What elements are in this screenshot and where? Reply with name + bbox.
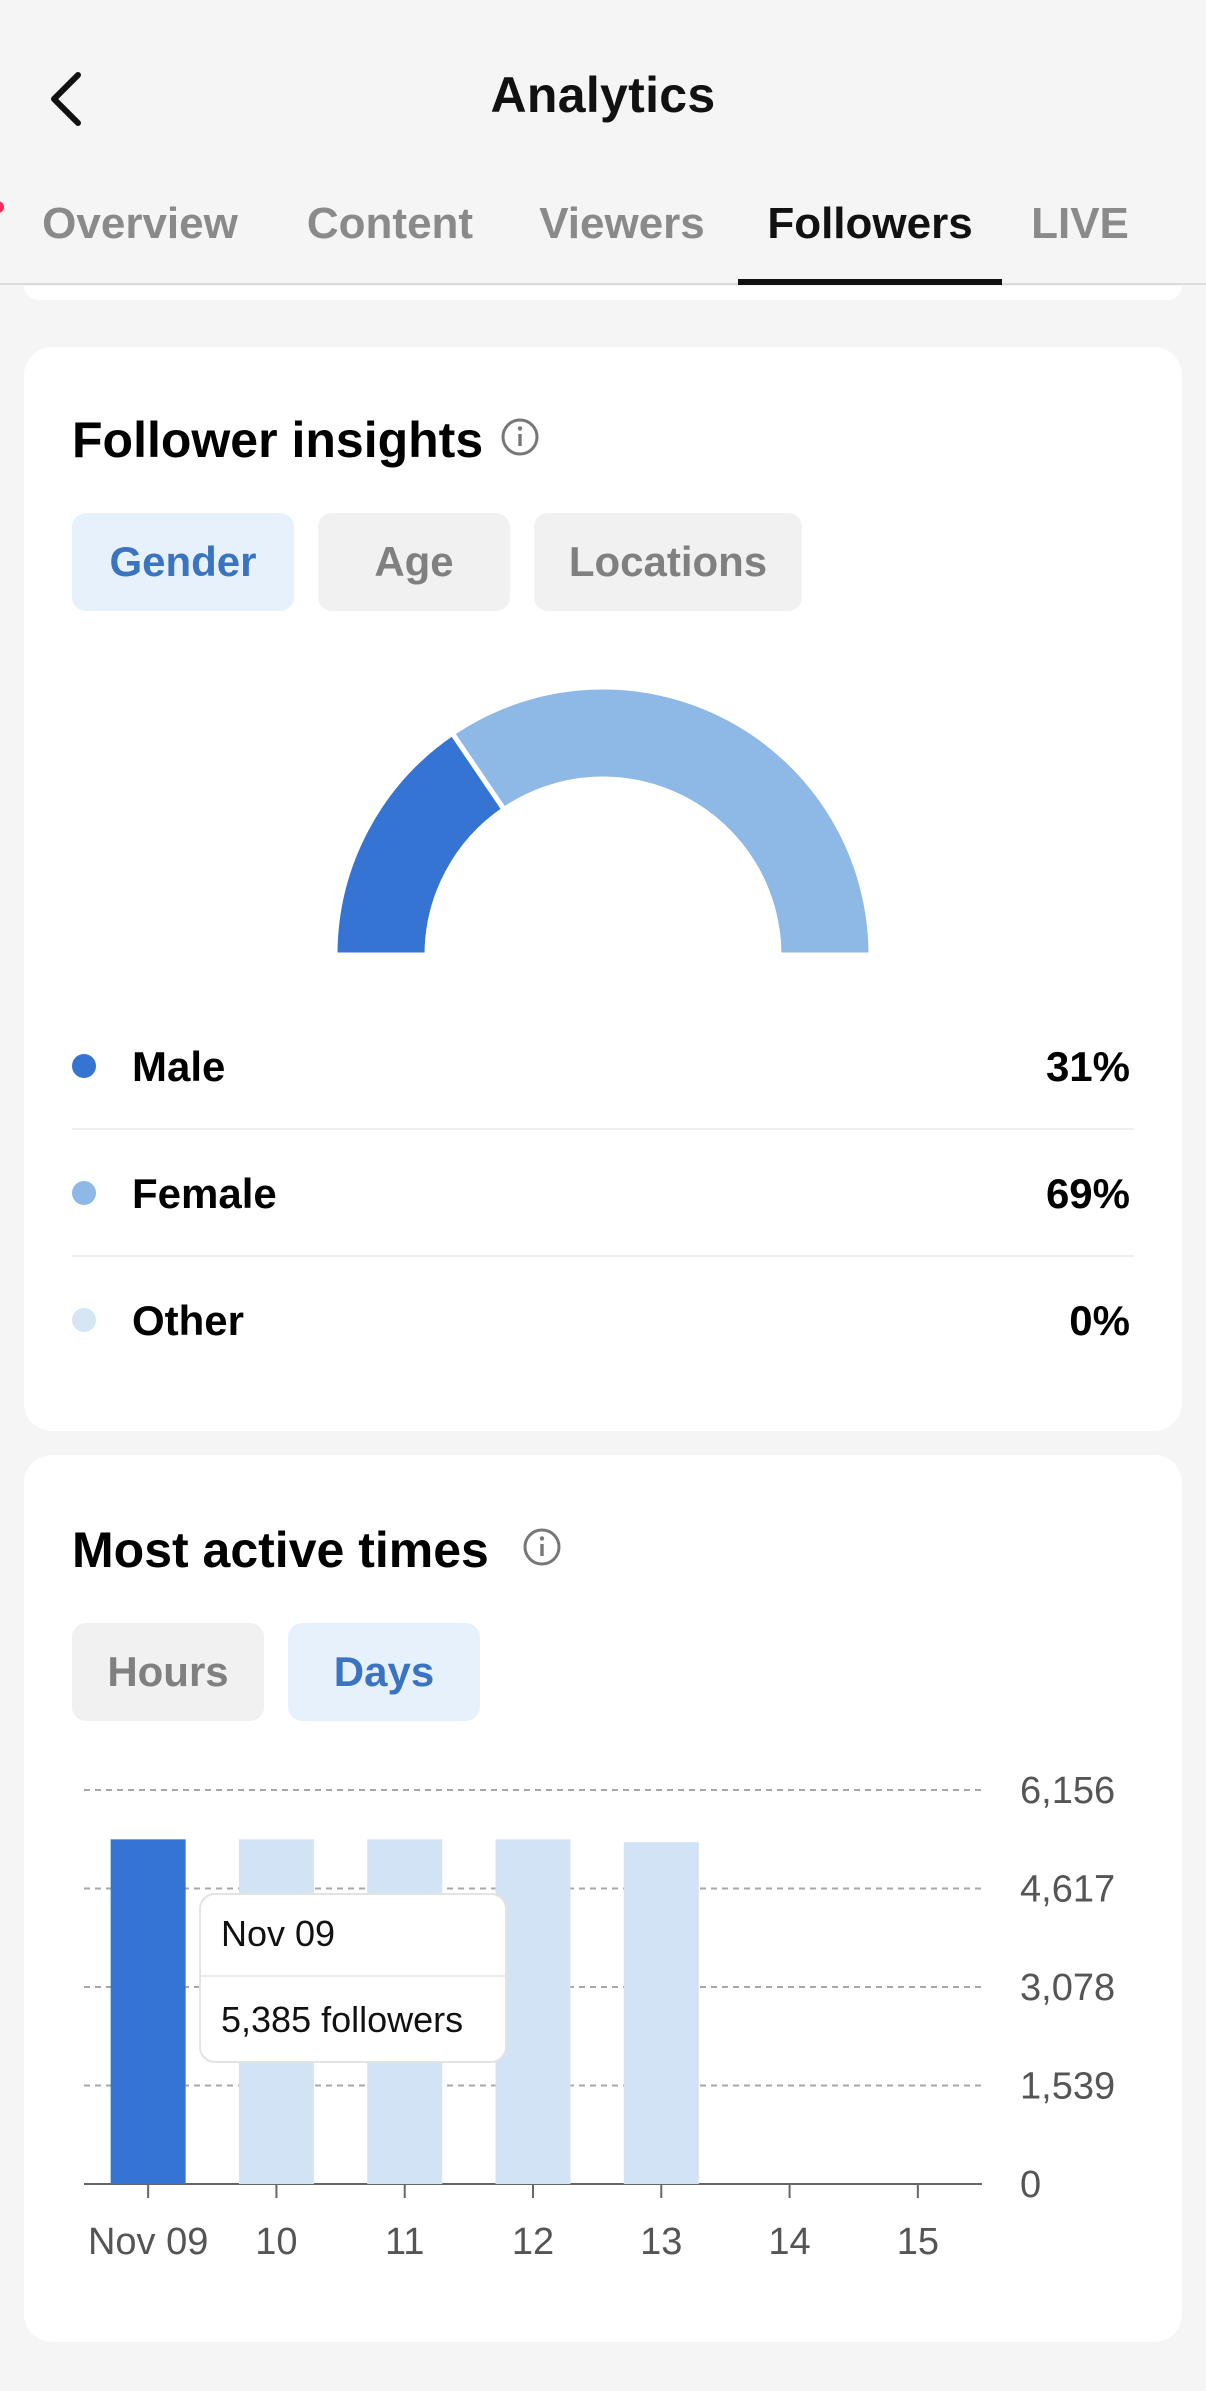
legend-label-other: Other [132, 1297, 245, 1344]
filter-hours[interactable]: Hours [72, 1623, 264, 1721]
x-tick-label: 15 [897, 2221, 939, 2263]
legend-value-other: 0% [1069, 1297, 1130, 1344]
x-tick-label: 12 [512, 2221, 554, 2263]
previous-card-edge [24, 286, 1182, 300]
legend-label-male: Male [132, 1043, 226, 1090]
y-tick-label: 3,078 [1020, 1967, 1115, 2009]
tab-overview[interactable]: Overview [42, 199, 238, 248]
filter-age[interactable]: Age [318, 513, 510, 611]
legend-row-other: Other 0% [72, 1257, 1134, 1384]
page-title: Analytics [490, 67, 716, 123]
info-icon[interactable] [500, 417, 540, 457]
tab-content[interactable]: Content [306, 199, 474, 248]
gender-half-donut-chart [332, 684, 874, 958]
legend-row-female: Female 69% [72, 1130, 1134, 1257]
page-bottom [0, 2370, 1206, 2391]
bar-4[interactable] [495, 1839, 571, 2184]
y-tick-label: 6,156 [1020, 1770, 1115, 1812]
filter-gender[interactable]: Gender [72, 513, 294, 611]
filter-locations[interactable]: Locations [534, 513, 802, 611]
tab-bar: Overview Content Viewers Followers LIVE [0, 185, 1206, 285]
tab-followers[interactable]: Followers [738, 195, 1002, 285]
bar-1[interactable] [110, 1839, 186, 2184]
tab-viewers[interactable]: Viewers [539, 199, 705, 248]
legend-label-female: Female [132, 1170, 277, 1217]
tooltip-date: Nov 09 [221, 1913, 336, 1954]
legend-value-female: 69% [1045, 1170, 1130, 1217]
x-tick-label: 13 [640, 2221, 682, 2263]
y-tick-label: 0 [1020, 2164, 1041, 2206]
legend-row-male: Male 31% [72, 1003, 1134, 1130]
follower-insights-card: Follower insights Gender Age Locations M… [24, 347, 1182, 1431]
x-tick-label: 14 [768, 2221, 810, 2263]
back-button[interactable] [38, 68, 94, 130]
legend-dot-male [72, 1054, 96, 1078]
legend-dot-other [72, 1308, 96, 1332]
y-tick-label: 4,617 [1020, 1869, 1115, 1911]
x-tick-label: 11 [385, 2221, 424, 2263]
legend-dot-female [72, 1181, 96, 1205]
bar-5[interactable] [623, 1842, 699, 2184]
tooltip-value: 5,385 followers [221, 1999, 464, 2040]
filter-days[interactable]: Days [288, 1623, 480, 1721]
chevron-left-icon [51, 72, 81, 126]
tab-live[interactable]: LIVE [1031, 199, 1129, 248]
notification-dot [0, 201, 4, 213]
follower-insights-title: Follower insights [72, 412, 484, 468]
tooltip-divider [201, 1975, 505, 1977]
header: Analytics [0, 0, 1206, 200]
x-tick-label: 10 [255, 2221, 297, 2263]
x-tick-label: Nov 09 [88, 2221, 208, 2263]
y-tick-label: 1,539 [1020, 2066, 1115, 2108]
donut-slice-female[interactable] [448, 684, 874, 958]
most-active-times-title: Most active times [72, 1522, 489, 1578]
info-icon[interactable] [522, 1527, 562, 1567]
legend-value-male: 31% [1045, 1043, 1130, 1090]
chart-tooltip: Nov 09 5,385 followers [199, 1893, 507, 2063]
